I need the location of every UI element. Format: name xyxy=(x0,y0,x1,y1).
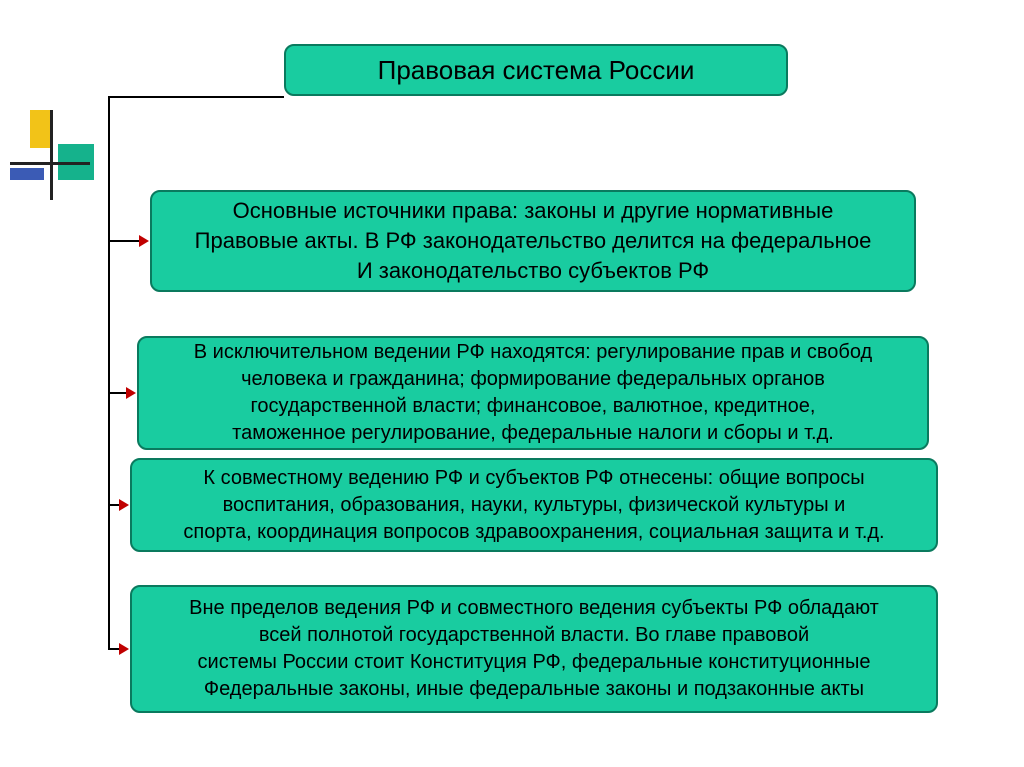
content-box-1: В исключительном ведении РФ находятся: р… xyxy=(137,336,929,450)
content-box-text-1: В исключительном ведении РФ находятся: р… xyxy=(194,339,872,447)
content-box-text-2: К совместному ведению РФ и субъектов РФ … xyxy=(183,465,884,546)
deco-horizontal-line xyxy=(10,162,90,165)
connector-arrow-head-3 xyxy=(119,643,129,655)
content-box-text-3: Вне пределов ведения РФ и совместного ве… xyxy=(189,595,879,703)
connector-vertical xyxy=(108,96,110,650)
slide-decoration xyxy=(10,110,90,200)
connector-arrow-head-0 xyxy=(139,235,149,247)
connector-arrow-head-2 xyxy=(119,499,129,511)
deco-square-yellow xyxy=(30,110,52,148)
connector-from-title xyxy=(108,96,284,98)
diagram-title-text: Правовая система России xyxy=(378,55,695,86)
deco-rect-blue xyxy=(10,168,44,180)
content-box-3: Вне пределов ведения РФ и совместного ве… xyxy=(130,585,938,713)
content-box-0: Основные источники права: законы и други… xyxy=(150,190,916,292)
content-box-2: К совместному ведению РФ и субъектов РФ … xyxy=(130,458,938,552)
connector-arrow-line-1 xyxy=(108,392,126,394)
deco-vertical-line xyxy=(50,110,53,200)
content-box-text-0: Основные источники права: законы и други… xyxy=(195,196,872,285)
connector-arrow-line-3 xyxy=(108,648,119,650)
connector-arrow-head-1 xyxy=(126,387,136,399)
connector-arrow-line-2 xyxy=(108,504,119,506)
diagram-title-box: Правовая система России xyxy=(284,44,788,96)
connector-arrow-line-0 xyxy=(108,240,139,242)
connector-title-stub xyxy=(282,96,284,98)
